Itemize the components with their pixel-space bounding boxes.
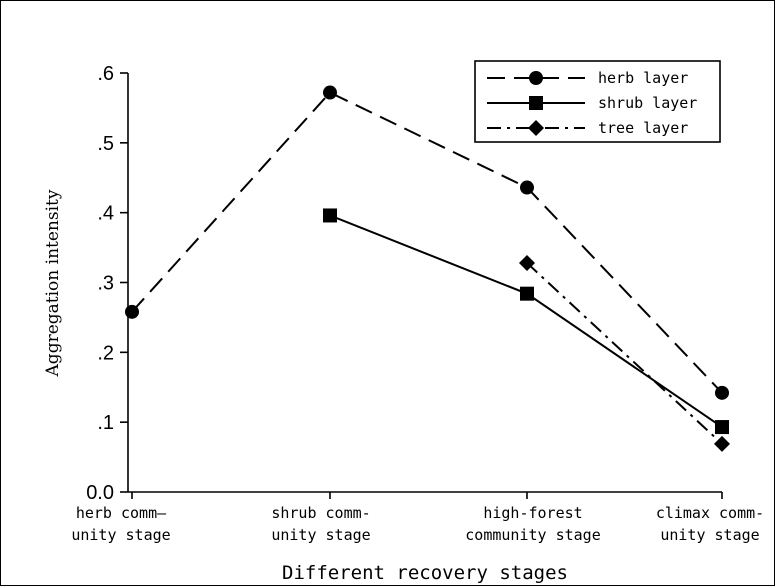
legend-item: herb layer xyxy=(487,69,688,87)
y-tick-label: .6 xyxy=(97,63,114,85)
x-tick-label: unity stage xyxy=(271,526,370,544)
legend-label: shrub layer xyxy=(598,94,697,112)
x-axis-label: Different recovery stages xyxy=(282,562,568,584)
series-line xyxy=(329,214,723,428)
legend-label: herb layer xyxy=(598,69,688,87)
y-tick-label: .1 xyxy=(97,412,114,434)
legend-marker xyxy=(529,96,543,110)
legend-marker xyxy=(529,71,543,85)
data-point xyxy=(519,254,535,271)
y-tick-label: .4 xyxy=(97,203,114,225)
data-point xyxy=(715,420,729,435)
x-tick-label: unity stage xyxy=(71,526,170,544)
legend-box xyxy=(474,60,721,143)
y-tick-label: .3 xyxy=(97,273,114,295)
x-tick-label: high-forest xyxy=(483,504,582,522)
y-axis-ticks: .6 .5 .4 .3 .2 .1 0.0 xyxy=(86,63,128,504)
x-tick-label: climax comm- xyxy=(656,504,764,522)
x-tick-label: shrub comm- xyxy=(271,504,370,522)
legend-marker xyxy=(528,120,544,136)
x-axis-ticks: herb comm— unity stage shrub comm-unity st… xyxy=(71,492,764,544)
series-1 xyxy=(323,208,729,435)
series-layer xyxy=(125,85,730,452)
legend-label: tree layer xyxy=(598,119,688,137)
legend-item: tree layer xyxy=(487,119,688,137)
data-point xyxy=(714,435,730,452)
y-axis-label: Aggregation intensity xyxy=(43,189,63,377)
series-2 xyxy=(519,254,730,452)
y-tick-label: .2 xyxy=(97,342,114,364)
data-point xyxy=(520,286,534,301)
data-point xyxy=(125,304,139,319)
x-tick-label: community stage xyxy=(465,526,600,544)
y-tick-label: 0.0 xyxy=(86,482,114,504)
data-point xyxy=(323,208,337,223)
data-point xyxy=(715,385,729,400)
legend-item: shrub layer xyxy=(487,94,697,112)
x-tick-label: herb comm— xyxy=(76,504,167,522)
data-point xyxy=(323,85,337,100)
series-0 xyxy=(125,85,729,400)
y-tick-label: .5 xyxy=(97,133,114,155)
series-line xyxy=(131,91,723,394)
legend: herb layer shrub layer tree layer xyxy=(474,60,721,143)
x-tick-label: unity stage xyxy=(660,526,759,544)
data-point xyxy=(520,180,534,195)
